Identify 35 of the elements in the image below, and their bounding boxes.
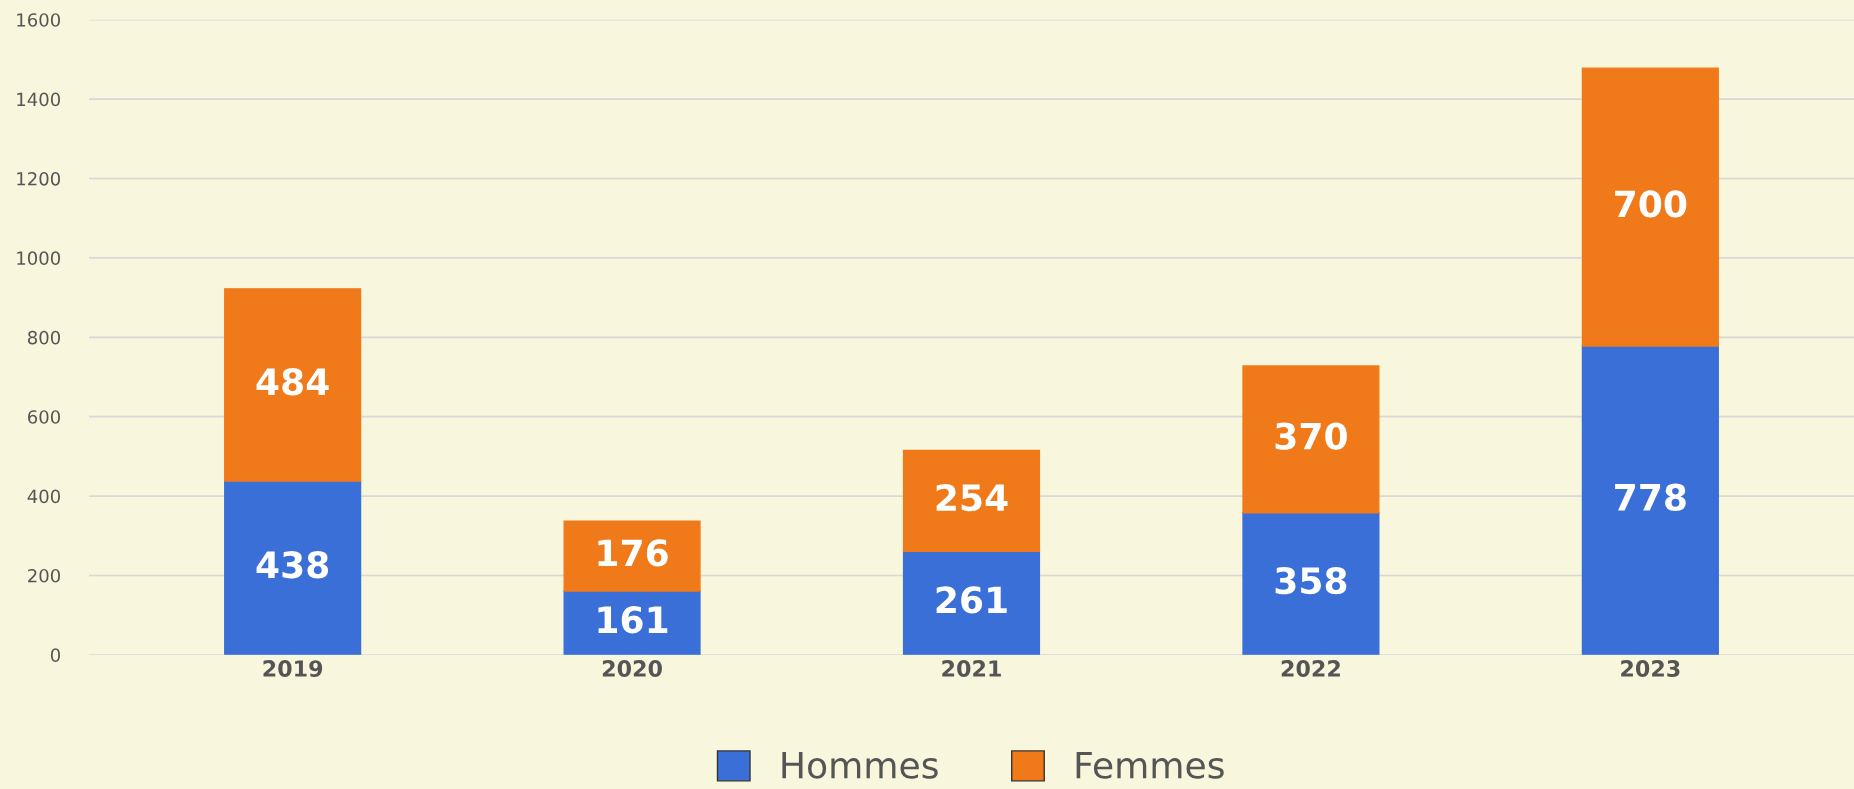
bar <box>1242 512 1380 655</box>
y-tick-label: 0 <box>50 648 61 662</box>
data-label: 358 <box>1275 566 1347 595</box>
bar <box>902 550 1041 655</box>
x-tick-label: 2020 <box>602 660 662 677</box>
y-tick-label: 400 <box>27 489 61 504</box>
data-label: 700 <box>1615 190 1687 218</box>
data-label: 778 <box>1615 483 1686 511</box>
bar <box>1581 67 1719 347</box>
data-label: 161 <box>598 606 668 634</box>
y-tick-label: 1200 <box>17 171 61 186</box>
data-label: 484 <box>256 368 329 396</box>
y-tick-label: 600 <box>28 410 61 424</box>
bar <box>1581 345 1719 655</box>
bar <box>224 480 362 655</box>
y-tick-label: 1400 <box>17 92 61 107</box>
data-label: 370 <box>1275 422 1347 450</box>
bar <box>902 449 1041 552</box>
legend-label: Hommes <box>782 752 938 779</box>
data-label: 254 <box>936 484 1008 512</box>
x-tick-label: 2023 <box>1621 660 1680 677</box>
y-tick-label: 1600 <box>17 13 61 27</box>
bar <box>224 288 362 482</box>
legend-label: Femmes <box>1076 752 1224 779</box>
data-label: 261 <box>936 586 1007 614</box>
y-tick-label: 1000 <box>17 251 61 266</box>
x-tick-label: 2022 <box>1281 660 1340 677</box>
y-tick-label: 200 <box>28 568 61 583</box>
bar <box>563 520 701 592</box>
x-tick-label: 2019 <box>263 660 323 677</box>
bar <box>1242 365 1380 514</box>
x-tick-label: 2021 <box>942 660 1001 677</box>
y-tick-label: 800 <box>27 330 61 345</box>
data-label: 438 <box>256 551 329 579</box>
data-label: 176 <box>598 539 668 567</box>
